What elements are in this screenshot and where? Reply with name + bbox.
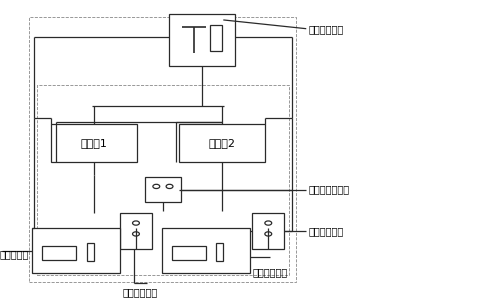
Bar bbox=[51, 124, 137, 162]
Bar bbox=[145, 177, 181, 202]
Text: 继电器控制接口: 继电器控制接口 bbox=[309, 185, 350, 194]
Text: 电量检测接口: 电量检测接口 bbox=[122, 287, 158, 297]
Text: 继电器1: 继电器1 bbox=[81, 138, 108, 148]
Bar bbox=[87, 243, 94, 261]
Text: 继电器2: 继电器2 bbox=[208, 138, 235, 148]
Bar bbox=[29, 17, 296, 282]
Text: 电源输出接口: 电源输出接口 bbox=[309, 24, 344, 34]
Text: 备用电池接口: 备用电池接口 bbox=[252, 268, 288, 278]
Bar bbox=[162, 228, 250, 273]
Bar bbox=[169, 14, 235, 66]
Bar bbox=[179, 124, 265, 162]
Bar bbox=[32, 228, 120, 273]
Bar bbox=[252, 213, 284, 249]
Bar bbox=[120, 213, 152, 249]
Text: 电量检测接口: 电量检测接口 bbox=[309, 226, 344, 236]
Text: 主电池接口: 主电池接口 bbox=[0, 249, 29, 259]
Bar bbox=[217, 243, 223, 261]
Bar bbox=[37, 85, 289, 275]
Bar bbox=[43, 246, 76, 260]
Bar bbox=[210, 25, 222, 50]
Bar bbox=[172, 246, 206, 260]
